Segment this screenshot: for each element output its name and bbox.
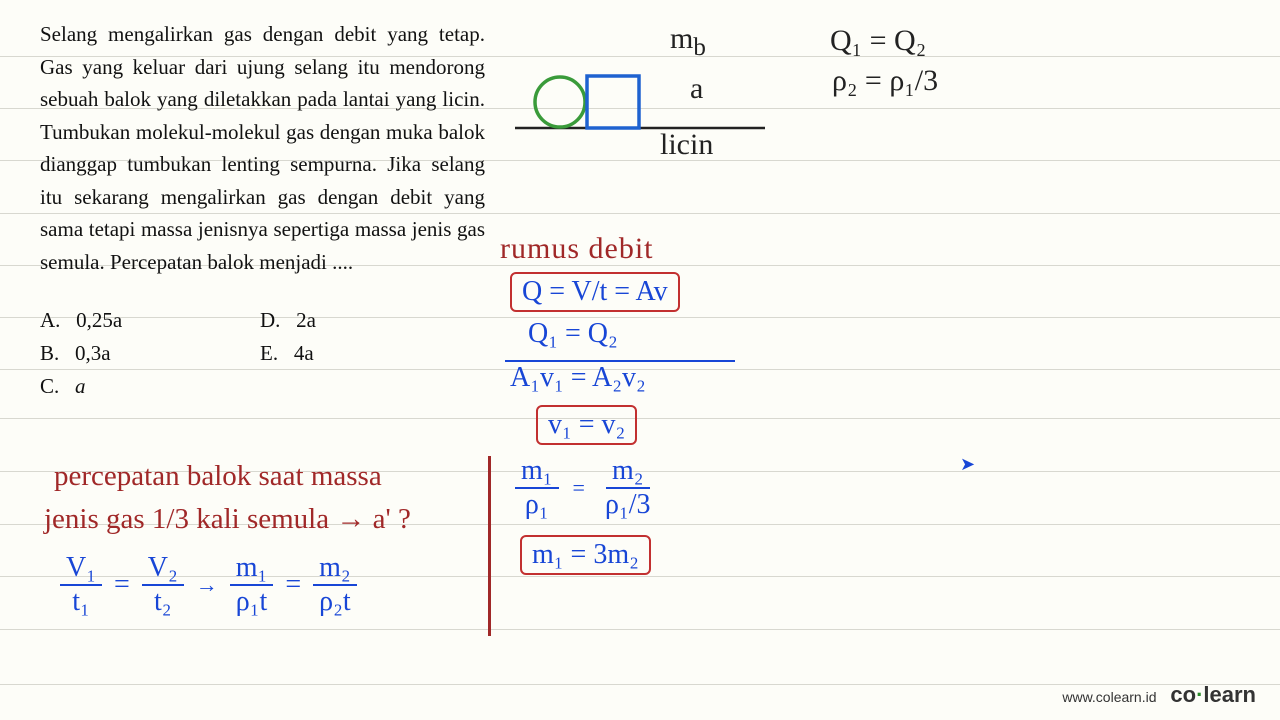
label-rumus-debit: rumus debit xyxy=(500,232,654,266)
answer-options: A. 0,25a D. 2a B. 0,3a E. 4a C. a xyxy=(40,308,400,407)
problem-text: Selang mengalirkan gas dengan debit yang… xyxy=(40,18,485,278)
formula-q: Q = V/t = Av xyxy=(510,272,680,312)
option-d: D. 2a xyxy=(260,308,400,333)
diagram-svg xyxy=(515,58,795,188)
eq-q1q2: Q₁ = Q₂ xyxy=(830,24,926,58)
label-mb: mb xyxy=(670,22,706,62)
eq-rho: ρ₂ = ρ₁/3 xyxy=(832,64,938,98)
formula-v1v2: v₁ = v₂ xyxy=(536,405,637,445)
option-e: E. 4a xyxy=(260,341,400,366)
footer: www.colearn.id co·learn xyxy=(1062,682,1256,708)
cursor-icon: ➤ xyxy=(960,454,975,475)
brand-logo: co·learn xyxy=(1170,682,1256,707)
option-a: A. 0,25a xyxy=(40,308,260,333)
formula-mass-ratio: m₁ρ₁ = m₂ρ₁/3 xyxy=(515,455,656,521)
vertical-divider xyxy=(488,456,491,636)
formula-a1v1: A₁v₁ = A₂v₂ xyxy=(510,362,646,394)
formula-m1-3m2: m₁ = 3m₂ xyxy=(520,535,651,575)
label-a: a xyxy=(690,72,703,106)
label-licin: licin xyxy=(660,128,713,162)
option-b: B. 0,3a xyxy=(40,341,260,366)
formula-bottom: V₁t₁ = V₂t₂ → m₁ρ₁t = m₂ρ₂t xyxy=(60,552,357,618)
option-c: C. a xyxy=(40,374,260,399)
footer-url: www.colearn.id xyxy=(1062,689,1156,705)
question-line2: jenis gas 1/3 kali semula → a' ? xyxy=(44,503,411,536)
formula-q1q2: Q₁ = Q₂ xyxy=(528,318,618,350)
question-line1: percepatan balok saat massa xyxy=(54,460,382,493)
